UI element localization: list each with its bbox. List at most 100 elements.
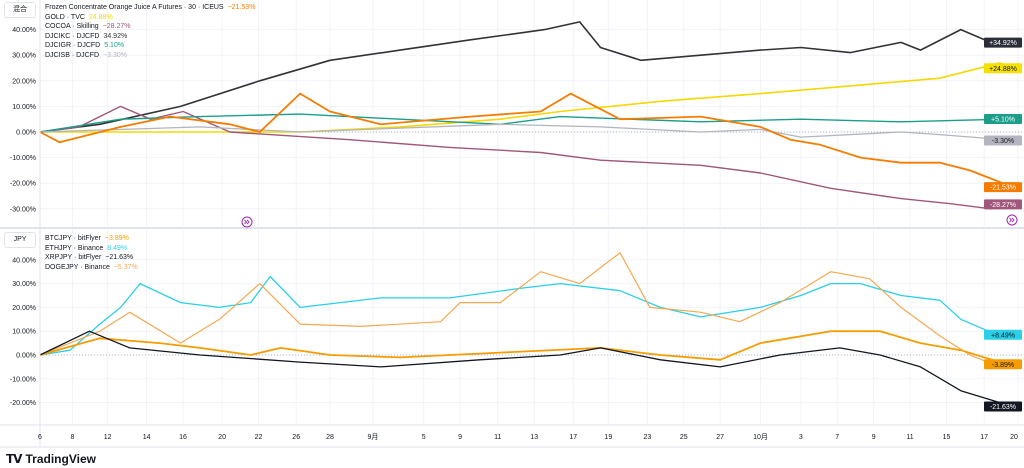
series-line-ethjpy[interactable] xyxy=(39,275,1013,356)
series-line-gold[interactable] xyxy=(40,62,1014,133)
badge-text: -28.27% xyxy=(990,202,1016,209)
legend-value: −21.63% xyxy=(105,254,134,261)
time-axis-tick-label: 25 xyxy=(680,434,688,441)
legend-value: −3.30% xyxy=(103,51,127,59)
time-axis-tick-label: 27 xyxy=(716,434,724,441)
legend-item[interactable]: DJCIKC · DJCFD 34.92% xyxy=(45,32,255,42)
brand-name: TradingView xyxy=(25,452,96,466)
time-axis-tick-label: 20 xyxy=(1010,434,1018,441)
time-axis-tick-label: 9 xyxy=(872,434,876,441)
tradingview-logo-icon: 𝗧𝗩 xyxy=(6,452,23,466)
time-axis-tick-label: 5 xyxy=(422,434,426,441)
legend-item[interactable]: XRPJPY · bitFlyer −21.63% xyxy=(45,253,138,263)
badge-text: -3.89% xyxy=(992,362,1014,369)
legend-value: 24.88% xyxy=(88,13,113,21)
top-legend: Frozen Concentrate Orange Juice A Future… xyxy=(45,3,255,60)
last-value-badge: +34.92% xyxy=(984,37,1022,48)
time-axis-tick-label: 13 xyxy=(530,434,538,441)
legend-item[interactable]: GOLD · TVC 24.88% xyxy=(45,13,255,23)
time-axis-tick-label: 26 xyxy=(292,434,300,441)
last-value-badge: -21.63% xyxy=(984,401,1022,412)
legend-item[interactable]: COCOA · Skilling −28.27% xyxy=(45,22,255,32)
price-axis-tick-label: 10.00% xyxy=(12,329,36,336)
last-value-badge: +8.49% xyxy=(984,329,1022,340)
time-axis-tick-label: 28 xyxy=(326,434,334,441)
series-line-frozen[interactable] xyxy=(39,92,1014,188)
price-axis-tick-label: 10.00% xyxy=(12,104,36,111)
price-axis-tick-label: 30.00% xyxy=(12,53,36,60)
legend-symbol: COCOA · Skilling xyxy=(45,23,99,30)
last-value-badge: -28.27% xyxy=(984,199,1022,210)
legend-item[interactable]: DJCIGR · DJCFD 5.10% xyxy=(45,41,255,51)
price-axis-tick-label: 20.00% xyxy=(12,78,36,85)
legend-value: 5.10% xyxy=(104,42,125,49)
legend-value: −21.53% xyxy=(227,4,256,11)
time-axis-tick-label: 17 xyxy=(980,434,988,441)
time-axis-tick-label: 11 xyxy=(906,434,913,441)
series-line-dogejpy[interactable] xyxy=(39,252,1013,369)
legend-value: 8.49% xyxy=(107,244,128,252)
time-axis-tick-label: 19 xyxy=(604,434,612,441)
series-line-btcjpy[interactable] xyxy=(39,330,1013,366)
legend-item[interactable]: ETHJPY · Binance 8.49% xyxy=(45,244,138,254)
legend-value: −28.27% xyxy=(102,23,131,30)
last-value-badge: -3.89% xyxy=(984,359,1022,370)
double-chevron-right-icon[interactable] xyxy=(241,216,253,228)
time-axis-tick-label: 8 xyxy=(71,434,75,441)
time-axis-tick-label: 9 xyxy=(458,434,462,441)
badge-text: -21.63% xyxy=(990,404,1016,411)
badge-text: +24.88% xyxy=(989,66,1017,73)
series-line-djcikc[interactable] xyxy=(39,21,1013,133)
bottom-legend: BTCJPY · bitFlyer −3.89% ETHJPY · Binance 8… xyxy=(45,234,138,272)
series-line-djcigr[interactable] xyxy=(39,113,1013,133)
price-axis-tick-label: -30.00% xyxy=(10,206,36,213)
series-line-xrpjpy[interactable] xyxy=(39,330,1013,408)
series-line-djcisb[interactable] xyxy=(39,123,1013,142)
tradingview-logo[interactable]: 𝗧𝗩 TradingView xyxy=(6,452,96,466)
legend-item[interactable]: DJCISB · DJCFD −3.30% xyxy=(45,51,255,61)
price-axis-tick-label: -10.00% xyxy=(10,376,36,383)
price-axis-tick-label: 30.00% xyxy=(12,281,36,288)
price-axis-tick-label: 40.00% xyxy=(12,27,36,34)
legend-symbol: GOLD · TVC xyxy=(45,13,85,21)
legend-symbol: DJCISB · DJCFD xyxy=(45,51,100,59)
badge-text: +34.92% xyxy=(989,40,1017,47)
time-axis-tick-label: 17 xyxy=(569,434,577,441)
last-value-badge: -3.30% xyxy=(984,135,1022,146)
last-value-badge: +5.10% xyxy=(984,113,1022,124)
currency-button[interactable]: JPY xyxy=(4,232,36,248)
price-axis-tick-label: 0.00% xyxy=(16,130,36,137)
price-axis-tick-label: -20.00% xyxy=(10,400,36,407)
time-axis-tick-label: 12 xyxy=(104,434,112,441)
badge-text: +8.49% xyxy=(991,332,1015,339)
price-axis-tick-label: -10.00% xyxy=(10,155,36,162)
price-axis-tick-label: 20.00% xyxy=(12,305,36,312)
last-value-badge: +24.88% xyxy=(984,63,1022,74)
legend-item[interactable]: Frozen Concentrate Orange Juice A Future… xyxy=(45,3,255,13)
badge-text: +5.10% xyxy=(991,116,1015,123)
legend-symbol: ETHJPY · Binance xyxy=(45,244,104,252)
time-axis-tick-label: 7 xyxy=(835,434,839,441)
price-scale-mode-button[interactable]: 混合 xyxy=(4,2,36,18)
legend-item[interactable]: DOGEJPY · Binance −5.37% xyxy=(45,263,138,273)
legend-value: −5.37% xyxy=(113,263,138,271)
time-axis-tick-label: 14 xyxy=(143,434,151,441)
legend-symbol: Frozen Concentrate Orange Juice A Future… xyxy=(45,4,224,11)
legend-value: −3.89% xyxy=(104,235,129,242)
series-line-cocoa[interactable] xyxy=(39,105,1013,210)
time-axis-tick-label: 11 xyxy=(494,434,501,441)
legend-symbol: DJCIKC · DJCFD xyxy=(45,32,100,40)
legend-value: 34.92% xyxy=(103,32,128,40)
price-axis-tick-label: 0.00% xyxy=(16,353,36,360)
time-axis-tick-label: 16 xyxy=(179,434,187,441)
legend-item[interactable]: BTCJPY · bitFlyer −3.89% xyxy=(45,234,138,244)
badge-text: -3.30% xyxy=(992,138,1014,145)
badge-text: -21.53% xyxy=(990,185,1016,192)
double-chevron-right-icon[interactable] xyxy=(1006,214,1018,226)
legend-symbol: BTCJPY · bitFlyer xyxy=(45,235,101,242)
time-axis-tick-label: 9月 xyxy=(367,433,378,441)
time-axis-tick-label: 15 xyxy=(943,434,951,441)
time-axis-tick-label: 10月 xyxy=(753,433,768,441)
